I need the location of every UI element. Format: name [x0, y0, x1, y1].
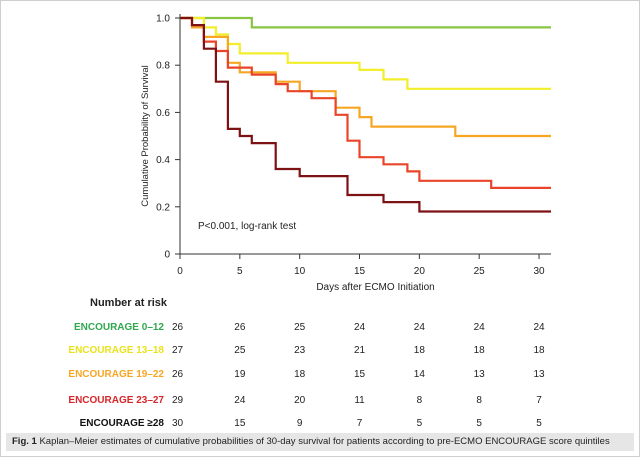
risk-initial-count: 29	[172, 395, 184, 406]
x-tick-label: 30	[533, 266, 545, 277]
risk-count: 5	[416, 418, 423, 429]
risk-count: 24	[353, 322, 366, 333]
risk-count: 24	[533, 322, 545, 333]
risk-count: 21	[353, 345, 366, 356]
risk-row-label: ENCOURAGE 13–18	[68, 345, 164, 356]
risk-initial-count: 26	[172, 369, 184, 380]
y-tick-label: 1.0	[156, 14, 170, 25]
x-tick-label: 0	[177, 266, 183, 277]
risk-initial-count: 26	[172, 322, 184, 333]
x-tick-label: 20	[414, 266, 426, 277]
risk-count: 14	[413, 369, 425, 380]
y-tick-label: 0.4	[156, 155, 170, 166]
risk-count: 13	[533, 369, 545, 380]
caption-label: Fig. 1	[12, 436, 37, 447]
survival-curve-2	[180, 16, 551, 90]
y-tick-label: 0	[164, 250, 170, 261]
survival-curve-5	[180, 16, 551, 213]
risk-count: 19	[234, 369, 246, 380]
y-tick-label: 0.8	[156, 61, 170, 72]
risk-count: 24	[473, 322, 485, 333]
km-survival-chart: 0 0.2 0.4 0.6 0.8 1.0 0 5 10 15 20 25 30 Days after E…	[140, 14, 551, 293]
risk-row-label: ENCOURAGE 23–27	[68, 395, 164, 406]
risk-count: 7	[356, 418, 363, 429]
risk-count: 15	[234, 418, 246, 429]
risk-count: 5	[476, 418, 482, 429]
risk-count: 8	[476, 395, 482, 406]
y-tick-label: 0.2	[156, 202, 170, 213]
y-tick-label: 0.6	[156, 108, 170, 119]
risk-row-label: ENCOURAGE 19–22	[68, 369, 164, 380]
risk-count: 23	[294, 345, 306, 356]
risk-initial-count: 27	[172, 345, 184, 356]
risk-count: 7	[536, 395, 542, 406]
risk-count: 24	[413, 322, 425, 333]
risk-count: 13	[473, 369, 485, 380]
risk-count: 5	[536, 418, 542, 429]
risk-initial-count: 30	[172, 418, 184, 429]
p-value-annotation: P<0.001, log-rank test	[198, 221, 296, 232]
survival-curve-4	[180, 16, 551, 189]
risk-count: 26	[234, 322, 246, 333]
risk-count: 25	[234, 345, 246, 356]
risk-count: 9	[296, 418, 303, 429]
x-tick-label: 25	[474, 266, 486, 277]
risk-count: 20	[294, 395, 306, 406]
x-tick-label: 15	[354, 266, 366, 277]
figure-caption: Fig. 1 Kaplan–Meier estimates of cumulat…	[6, 433, 634, 451]
risk-row-label: ENCOURAGE ≥28	[79, 418, 164, 429]
caption-text: Kaplan–Meier estimates of cumulative pro…	[39, 436, 610, 447]
survival-curve-1	[180, 16, 551, 29]
risk-count: 24	[234, 395, 246, 406]
risk-count: 18	[294, 369, 306, 380]
risk-count: 18	[413, 345, 425, 356]
risk-count: 18	[533, 345, 545, 356]
x-axis-label: Days after ECMO Initiation	[316, 282, 434, 293]
x-tick-label: 5	[237, 266, 243, 277]
x-tick-label: 10	[294, 266, 306, 277]
risk-count: 8	[416, 395, 423, 406]
risk-count: 11	[354, 395, 365, 406]
risk-count: 15	[353, 369, 366, 380]
risk-count: 25	[294, 322, 306, 333]
survival-curve-3	[180, 16, 551, 138]
risk-table-title: Number at risk	[90, 297, 168, 309]
risk-count: 18	[473, 345, 485, 356]
y-axis-label: Cumulative Probability of Survival	[140, 65, 151, 207]
risk-row-label: ENCOURAGE 0–12	[73, 322, 164, 333]
